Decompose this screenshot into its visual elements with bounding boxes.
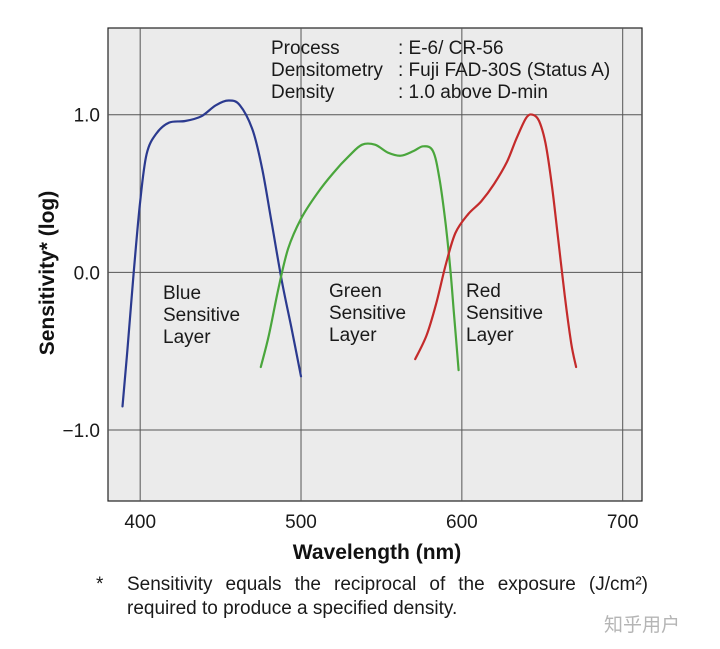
footnote-text: Sensitivity equals the reciprocal of the… bbox=[127, 574, 648, 619]
x-tick-label: 700 bbox=[607, 512, 639, 533]
tick-labels: 400 500 600 700 1.0 0.0 −1.0 bbox=[62, 106, 638, 533]
layer-label-line: Green bbox=[329, 281, 382, 302]
curves bbox=[121, 99, 578, 408]
plot-area bbox=[107, 27, 643, 502]
layer-label-line: Layer bbox=[329, 325, 377, 346]
info-key: Densitometry bbox=[271, 60, 383, 81]
info-value: : 1.0 above D-min bbox=[398, 82, 548, 103]
x-tick-label: 400 bbox=[124, 512, 156, 533]
blue-layer-curve bbox=[121, 99, 303, 408]
x-tick-label: 600 bbox=[446, 512, 478, 533]
red-layer-label: Red Sensitive Layer bbox=[466, 281, 543, 346]
y-axis-title: Sensitivity* (log) bbox=[36, 191, 59, 356]
layer-label-line: Layer bbox=[466, 325, 514, 346]
info-key: Process bbox=[271, 38, 340, 59]
layer-label-line: Sensitive bbox=[466, 303, 543, 324]
sensitivity-chart: Process : E-6/ CR-56 Densitometry : Fuji FA… bbox=[36, 27, 643, 564]
green-layer-curve bbox=[259, 142, 460, 372]
x-tick-label: 500 bbox=[285, 512, 317, 533]
layer-label-line: Blue bbox=[163, 283, 201, 304]
y-tick-label: 1.0 bbox=[74, 106, 100, 127]
y-tick-label: −1.0 bbox=[62, 421, 100, 442]
info-value: : E-6/ CR-56 bbox=[398, 38, 504, 59]
info-value: : Fuji FAD-30S (Status A) bbox=[398, 60, 610, 81]
layer-label-line: Sensitive bbox=[163, 305, 240, 326]
layer-label-line: Layer bbox=[163, 327, 211, 348]
footnote: * Sensitivity equals the reciprocal of t… bbox=[96, 573, 648, 621]
y-tick-label: 0.0 bbox=[74, 263, 100, 284]
gridlines bbox=[108, 28, 642, 501]
layer-label-line: Sensitive bbox=[329, 303, 406, 324]
info-key: Density bbox=[271, 82, 335, 103]
watermark: 知乎用户 bbox=[604, 614, 681, 636]
green-layer-label: Green Sensitive Layer bbox=[329, 281, 406, 346]
x-axis-title: Wavelength (nm) bbox=[293, 541, 461, 564]
layer-label-line: Red bbox=[466, 281, 501, 302]
footnote-marker: * bbox=[96, 574, 104, 595]
red-layer-curve bbox=[414, 113, 578, 369]
info-box: Process : E-6/ CR-56 Densitometry : Fuji FA… bbox=[271, 38, 610, 103]
blue-layer-label: Blue Sensitive Layer bbox=[163, 283, 240, 348]
